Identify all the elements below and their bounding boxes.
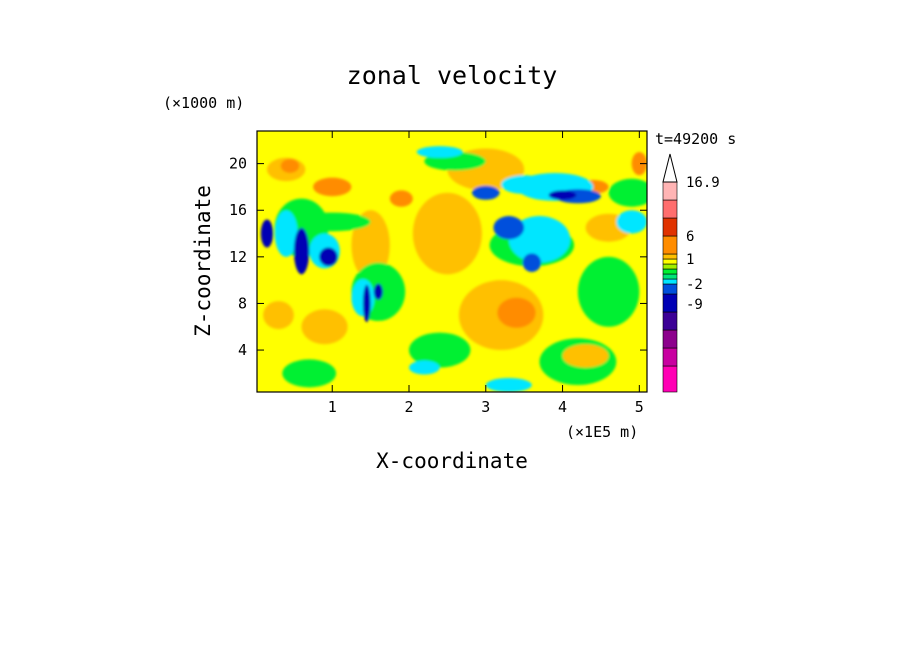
colorbar-bin	[662, 365, 678, 393]
colorbar-bin	[662, 311, 678, 331]
x-axis-ticks: 1 2 3 4 5	[328, 131, 644, 416]
x-tick-label: 4	[558, 398, 567, 416]
colorbar-bin	[662, 268, 678, 275]
contour-region	[293, 227, 310, 275]
contour-region	[508, 216, 571, 263]
contour-region	[493, 216, 525, 240]
x-unit-label: (×1E5 m)	[566, 423, 638, 441]
plot-frame	[256, 130, 648, 393]
colorbar-extend-arrow	[662, 153, 678, 183]
colorbar-bin	[662, 258, 678, 265]
contour-region	[389, 190, 413, 207]
contour-region	[409, 360, 440, 375]
colorbar-bin	[662, 329, 678, 349]
plot-area	[257, 131, 647, 392]
x-axis-label: X-coordinate	[376, 449, 528, 473]
colorbar-bin	[662, 263, 678, 270]
contour-region	[416, 146, 463, 158]
colorbar-bin	[662, 199, 678, 219]
contour-region	[319, 247, 338, 267]
contour-region	[501, 175, 548, 194]
colorbar-label: 1	[686, 252, 694, 268]
contour-region	[313, 177, 352, 197]
contour-region	[362, 284, 371, 323]
y-axis-ticks: 4 8 12 16 20	[229, 155, 647, 359]
contour-region	[562, 344, 609, 368]
x-tick-label: 3	[481, 398, 490, 416]
contour-region	[608, 178, 647, 207]
colorbar-bin	[662, 293, 678, 313]
colorbar-bin	[662, 278, 678, 285]
contour-region	[412, 192, 482, 275]
contour-region	[548, 190, 577, 200]
contour-region	[274, 210, 298, 257]
contour-region	[471, 185, 500, 200]
contour-region	[282, 359, 337, 388]
colorbar-bin	[662, 273, 678, 280]
colorbar-label: 6	[686, 229, 694, 245]
contour-region	[485, 378, 532, 392]
colorbar: 16.9 6 1 -2 -9	[662, 153, 720, 393]
contour-region	[631, 151, 647, 176]
contour-region	[260, 219, 274, 248]
contour-region	[280, 158, 300, 173]
contour-region	[263, 301, 294, 330]
contour-region	[409, 332, 471, 368]
contour-region	[522, 253, 542, 272]
y-tick-label: 8	[238, 294, 247, 312]
y-tick-label: 4	[238, 341, 247, 359]
contour-region	[301, 309, 348, 345]
colorbar-label: -2	[686, 277, 703, 293]
time-label: t=49200 s	[655, 130, 736, 148]
x-tick-label: 1	[328, 398, 337, 416]
y-axis-label: Z-coordinate	[191, 185, 215, 337]
y-tick-label: 12	[229, 248, 247, 266]
contour-region	[497, 297, 536, 328]
colorbar-label: -9	[686, 297, 703, 313]
y-tick-label: 16	[229, 201, 247, 219]
colorbar-bin	[662, 235, 678, 255]
x-tick-label: 5	[635, 398, 644, 416]
contour-region	[373, 283, 383, 300]
colorbar-bin	[662, 347, 678, 367]
colorbar-bin	[662, 283, 678, 295]
contour-region	[351, 278, 375, 317]
contour-region	[616, 210, 647, 234]
x-tick-label: 2	[404, 398, 413, 416]
colorbar-bin	[662, 217, 678, 237]
contour-fill-layer	[260, 146, 647, 392]
chart-title: zonal velocity	[347, 61, 558, 90]
colorbar-label: 16.9	[686, 175, 720, 191]
colorbar-bin	[662, 253, 678, 260]
colorbar-bin	[662, 181, 678, 201]
contour-region	[577, 256, 640, 327]
y-unit-label: (×1000 m)	[163, 94, 244, 112]
y-tick-label: 20	[229, 155, 247, 173]
